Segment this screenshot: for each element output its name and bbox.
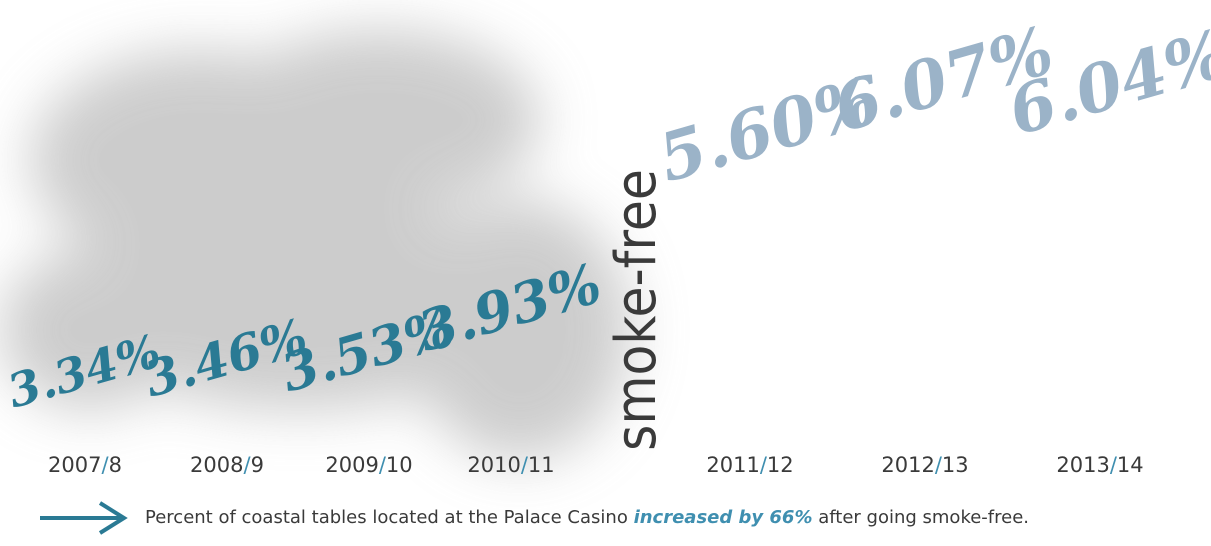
tick-part: 8 [109, 453, 122, 477]
tick-part: 2013 [1056, 453, 1109, 477]
tick-part: 2008 [190, 453, 243, 477]
tick-part: 2009 [325, 453, 378, 477]
tick-part: / [244, 453, 252, 477]
x-tick-label: 2008/9 [190, 453, 264, 477]
x-tick-label: 2011/12 [706, 453, 793, 477]
tick-part: / [1110, 453, 1118, 477]
tick-part: / [379, 453, 387, 477]
x-tick-label: 2007/8 [48, 453, 122, 477]
tick-part: 2012 [881, 453, 934, 477]
x-tick-label: 2009/10 [325, 453, 412, 477]
tick-part: / [760, 453, 768, 477]
caption-text: Percent of coastal tables located at the… [145, 507, 634, 528]
tick-part: 2007 [48, 453, 101, 477]
caption-highlight: increased by 66% [634, 507, 813, 528]
caption: Percent of coastal tables located at the… [145, 507, 1029, 528]
annotation: smoke-free [604, 169, 669, 451]
tick-part: 14 [1117, 453, 1144, 477]
tick-part: 2011 [706, 453, 759, 477]
x-tick-label: 2010/11 [467, 453, 554, 477]
tick-part: / [102, 453, 110, 477]
tick-part: 11 [528, 453, 555, 477]
tick-part: 13 [942, 453, 969, 477]
tick-part: 12 [767, 453, 794, 477]
caption-text: after going smoke-free. [813, 507, 1030, 528]
tick-part: 2010 [467, 453, 520, 477]
x-tick-label: 2012/13 [881, 453, 968, 477]
tick-part: 9 [251, 453, 264, 477]
tick-part: / [935, 453, 943, 477]
x-tick-label: 2013/14 [1056, 453, 1143, 477]
tick-part: / [521, 453, 529, 477]
arrow-head [98, 501, 128, 535]
smoke [0, 30, 630, 460]
tick-part: 10 [386, 453, 413, 477]
